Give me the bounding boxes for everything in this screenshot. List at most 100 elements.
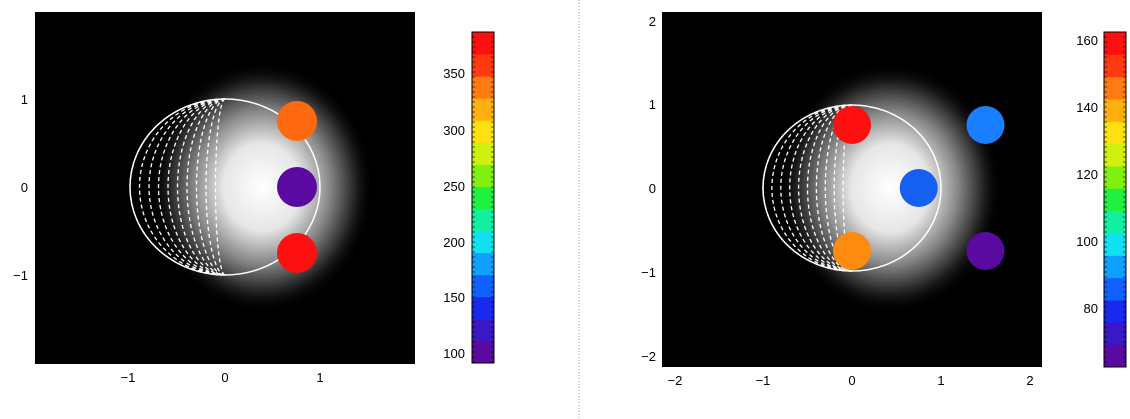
meridian-line <box>195 98 226 276</box>
colorbar-frame-2 <box>1103 31 1127 368</box>
colorbar-tick-label: 100 <box>1076 234 1098 249</box>
colorbar-segment <box>1104 344 1126 368</box>
x-tick-label: 1 <box>316 370 323 385</box>
x-tick-label: 1 <box>937 373 944 388</box>
data-markers-2 <box>833 106 1005 270</box>
x-axis-1: −1 0 1 <box>121 360 324 385</box>
data-point <box>833 106 871 144</box>
data-markers-1 <box>277 101 317 273</box>
y-axis-1: 1 0 −1 <box>13 92 28 283</box>
data-point <box>899 169 938 207</box>
meridian-line <box>176 98 226 276</box>
colorbar-segment <box>472 230 494 254</box>
panel-1: −1 0 1 1 0 −1 350 300 250 200 150 100 <box>13 12 495 385</box>
data-point <box>277 101 317 141</box>
y-tick-label: 1 <box>649 97 656 112</box>
colorbar-segment <box>472 120 494 143</box>
colorbar-segment <box>1104 277 1126 301</box>
y-tick-label: 0 <box>21 180 28 195</box>
meridian-lines-1 <box>129 98 226 276</box>
colorbar-segment <box>1104 255 1126 279</box>
colorbar-tick-label: 80 <box>1084 301 1098 316</box>
meridian-line <box>771 104 853 272</box>
colorbar-tick-label: 350 <box>443 66 465 81</box>
colorbar-1: 350 300 250 200 150 100 <box>443 31 495 364</box>
y-tick-label: 2 <box>649 14 656 29</box>
colorbar-segment <box>1104 99 1126 122</box>
y-tick-label: −1 <box>641 265 656 280</box>
colorbar-segment <box>1104 54 1126 78</box>
colorbar-tick-label: 250 <box>443 179 465 194</box>
colorbar-tick-label: 160 <box>1076 33 1098 48</box>
colorbar-segment <box>1104 76 1126 100</box>
x-tick-label: 2 <box>1026 373 1033 388</box>
colorbar-segment <box>1104 210 1126 234</box>
meridian-line <box>138 98 226 276</box>
colorbar-segment <box>472 340 494 364</box>
colorbar-ticks-2 <box>1104 31 1126 368</box>
colorbar-segment <box>472 54 494 77</box>
colorbar-segment <box>472 142 494 165</box>
y-tick-label: −2 <box>641 349 656 364</box>
colorbar-gradient-2 <box>1104 32 1126 368</box>
x-tick-label: 0 <box>848 373 855 388</box>
meridian-line <box>789 104 853 272</box>
intensity-glow-2 <box>778 63 1002 313</box>
colorbar-tick-label: 140 <box>1076 100 1098 115</box>
intensity-glow-1 <box>150 62 374 312</box>
x-axis-2: −2 −1 0 1 2 <box>668 373 1034 388</box>
colorbar-segment <box>472 274 494 298</box>
meridian-line <box>205 98 226 276</box>
meridian-line <box>806 104 853 272</box>
x-tick-label: 0 <box>221 370 228 385</box>
y-axis-2: 2 1 0 −1 −2 <box>641 14 656 364</box>
colorbar-tick-label: 120 <box>1076 167 1098 182</box>
colorbar-segment <box>1104 121 1126 145</box>
colorbar-frame-1 <box>471 31 495 364</box>
colorbar-ticks-1 <box>472 31 494 363</box>
colorbar-segment <box>1104 143 1126 167</box>
colorbar-segment <box>1104 166 1126 189</box>
panel-2: −2 −1 0 1 2 2 1 0 −1 −2 160 140 120 100 … <box>641 12 1127 388</box>
x-tick-label: −1 <box>756 373 771 388</box>
colorbar-segment <box>1104 188 1126 212</box>
colorbar-segment <box>472 296 494 320</box>
meridian-line <box>762 104 853 272</box>
colorbar-segment <box>472 208 494 232</box>
meridian-line <box>780 104 853 272</box>
colorbar-segment <box>472 98 494 121</box>
colorbar-segment <box>472 32 494 55</box>
colorbar-segment <box>1104 322 1126 346</box>
meridian-line <box>148 98 226 276</box>
data-point <box>277 167 317 207</box>
y-tick-label: 0 <box>649 181 656 196</box>
colorbar-tick-label: 150 <box>443 290 465 305</box>
data-point <box>277 233 317 273</box>
y-tick-label: −1 <box>13 268 28 283</box>
colorbar-segment <box>472 76 494 99</box>
colorbar-tick-label: 100 <box>443 346 465 361</box>
data-point <box>833 232 871 270</box>
colorbar-segment <box>472 252 494 276</box>
colorbar-segment <box>1104 300 1126 323</box>
data-point <box>966 232 1005 270</box>
meridian-line <box>798 104 853 272</box>
colorbar-tick-label: 300 <box>443 123 465 138</box>
colorbar-2: 160 140 120 100 80 <box>1076 31 1127 368</box>
colorbar-segment <box>472 164 494 187</box>
data-point <box>966 106 1005 144</box>
y-tick-label: 1 <box>21 92 28 107</box>
meridian-line <box>129 98 226 276</box>
colorbar-segment <box>1104 32 1126 55</box>
colorbar-gradient-1 <box>472 32 494 364</box>
meridian-line <box>167 98 226 276</box>
x-tick-label: −2 <box>668 373 683 388</box>
colorbar-segment <box>472 318 494 342</box>
x-tick-label: −1 <box>121 370 136 385</box>
colorbar-segment <box>1104 233 1126 256</box>
meridian-line <box>157 98 226 276</box>
colorbar-segment <box>472 186 494 210</box>
meridian-line <box>186 98 226 276</box>
colorbar-tick-label: 200 <box>443 235 465 250</box>
